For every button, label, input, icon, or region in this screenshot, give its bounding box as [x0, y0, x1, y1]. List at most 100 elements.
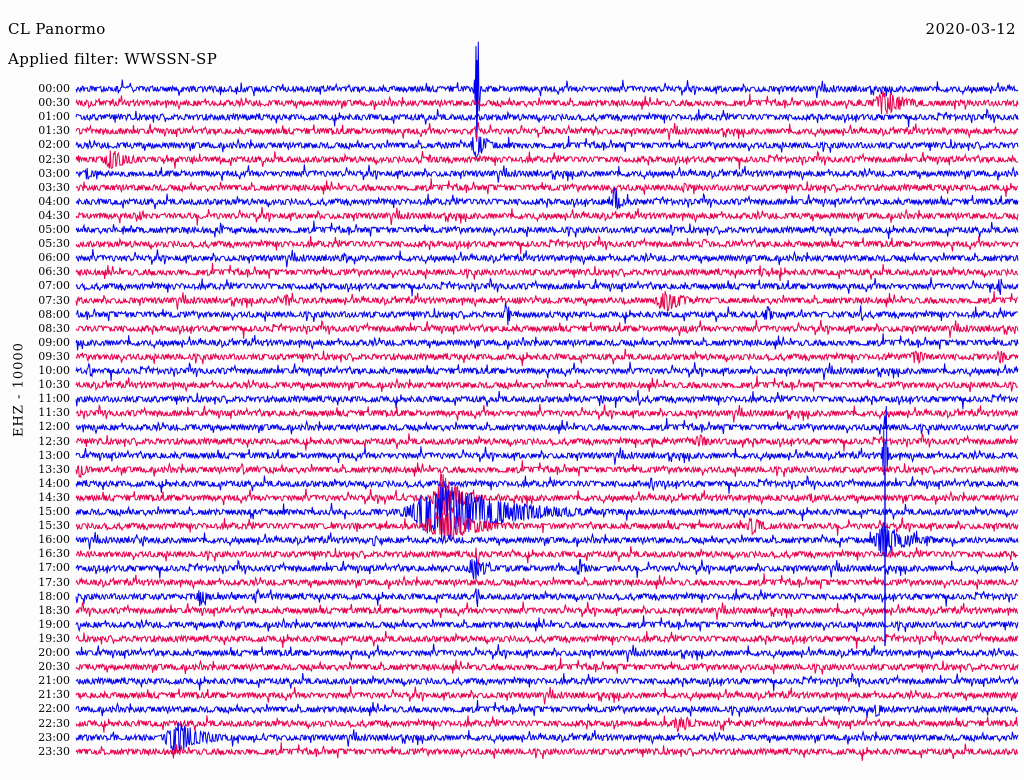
time-tick-17-00: 17:00: [38, 561, 70, 575]
time-tick-17-30: 17:30: [38, 575, 70, 589]
time-tick-14-30: 14:30: [38, 490, 70, 504]
trace-row-08-30: [75, 319, 1019, 339]
trace-row-07-30: [75, 290, 1019, 312]
trace-row-15-00: [75, 486, 1019, 538]
time-tick-19-30: 19:30: [38, 631, 70, 645]
trace-row-17-00: [75, 557, 1019, 581]
trace-row-22-30: [75, 715, 1019, 733]
time-tick-08-00: 08:00: [38, 307, 70, 321]
trace-row-01-30: [75, 122, 1019, 141]
time-tick-21-00: 21:00: [38, 674, 70, 688]
time-tick-09-30: 09:30: [38, 349, 70, 363]
trace-row-04-30: [75, 207, 1019, 226]
time-tick-08-30: 08:30: [38, 321, 70, 335]
trace-row-23-30: [75, 742, 1019, 761]
time-tick-16-30: 16:30: [38, 547, 70, 561]
trace-row-07-00: [75, 277, 1019, 297]
trace-row-00-00: [75, 41, 1019, 142]
time-tick-15-30: 15:30: [38, 519, 70, 533]
trace-row-12-00: [75, 417, 1019, 435]
time-tick-13-00: 13:00: [38, 448, 70, 462]
trace-row-20-00: [75, 643, 1019, 663]
time-tick-03-30: 03:30: [38, 180, 70, 194]
time-tick-04-00: 04:00: [38, 194, 70, 208]
time-tick-19-00: 19:00: [38, 617, 70, 631]
trace-row-09-30: [75, 348, 1019, 367]
trace-row-16-30: [75, 546, 1019, 566]
time-tick-06-30: 06:30: [38, 265, 70, 279]
trace-row-03-30: [75, 178, 1019, 197]
trace-row-06-30: [75, 262, 1019, 282]
time-tick-12-30: 12:30: [38, 434, 70, 448]
time-tick-11-00: 11:00: [38, 392, 70, 406]
applied-filter-label: Applied filter: WWSSN-SP: [8, 50, 218, 68]
time-tick-02-00: 02:00: [38, 138, 70, 152]
trace-row-18-00: [75, 587, 1019, 608]
trace-row-00-30: [75, 91, 1019, 115]
trace-row-19-00: [75, 615, 1019, 633]
time-tick-03-00: 03:00: [38, 166, 70, 180]
trace-row-22-00: [75, 699, 1019, 719]
time-tick-20-00: 20:00: [38, 646, 70, 659]
trace-row-23-00: [75, 721, 1019, 753]
time-tick-07-00: 07:00: [38, 279, 70, 293]
trace-row-19-30: [75, 629, 1019, 649]
time-axis-ticks: 00:00 00:30 01:00 01:30 02:00 02:30 03:00 03:30…: [0, 0, 76, 780]
trace-row-01-00: [75, 107, 1019, 128]
trace-row-04-00: [75, 187, 1019, 211]
time-tick-22-00: 22:00: [38, 702, 70, 716]
time-tick-14-00: 14:00: [38, 476, 70, 490]
trace-row-14-30: [75, 472, 1019, 517]
time-tick-16-00: 16:00: [38, 533, 70, 547]
trace-row-05-00: [75, 220, 1019, 240]
trace-row-10-00: [75, 361, 1019, 382]
time-tick-06-00: 06:00: [38, 251, 70, 265]
time-tick-20-30: 20:30: [38, 660, 70, 674]
trace-row-16-00: [75, 522, 1019, 557]
time-tick-04-30: 04:30: [38, 208, 70, 222]
trace-row-13-30: [75, 460, 1019, 479]
time-tick-22-30: 22:30: [38, 716, 70, 730]
trace-row-05-30: [75, 234, 1019, 255]
time-tick-23-30: 23:30: [38, 744, 70, 758]
time-tick-07-30: 07:30: [38, 293, 70, 307]
trace-row-02-30: [75, 150, 1019, 170]
time-tick-01-30: 01:30: [38, 124, 70, 138]
time-tick-23-00: 23:00: [38, 730, 70, 744]
trace-row-10-30: [75, 375, 1019, 393]
time-tick-00-30: 00:30: [38, 96, 70, 110]
trace-row-03-00: [75, 164, 1019, 183]
time-tick-18-00: 18:00: [38, 589, 70, 603]
trace-row-02-00: [75, 135, 1019, 161]
time-tick-11-30: 11:30: [38, 406, 70, 420]
time-tick-18-30: 18:30: [38, 603, 70, 617]
time-tick-10-00: 10:00: [38, 364, 70, 377]
time-tick-05-00: 05:00: [38, 223, 70, 236]
time-tick-02-30: 02:30: [38, 152, 70, 166]
trace-row-11-00: [75, 389, 1019, 410]
trace-row-09-00: [75, 333, 1019, 351]
page-title: CL Panormo: [8, 20, 106, 38]
time-tick-15-00: 15:00: [38, 505, 70, 518]
time-tick-01-00: 01:00: [38, 110, 70, 124]
trace-row-11-30: [75, 403, 1019, 423]
trace-row-06-00: [75, 248, 1019, 268]
trace-row-12-30: [75, 432, 1019, 452]
trace-row-21-00: [75, 671, 1019, 692]
time-tick-21-30: 21:30: [38, 688, 70, 702]
trace-row-17-30: [75, 573, 1019, 591]
trace-row-14-00: [75, 474, 1019, 494]
trace-row-13-00: [75, 405, 1019, 472]
time-tick-00-00: 00:00: [38, 82, 70, 95]
trace-row-18-30: [75, 601, 1019, 620]
time-tick-13-30: 13:30: [38, 462, 70, 476]
trace-row-08-00: [75, 302, 1019, 326]
time-tick-12-00: 12:00: [38, 420, 70, 434]
trace-row-21-30: [75, 686, 1019, 705]
record-date: 2020-03-12: [925, 20, 1016, 38]
time-tick-10-30: 10:30: [38, 378, 70, 392]
time-tick-09-00: 09:00: [38, 335, 70, 349]
trace-row-20-30: [75, 657, 1019, 675]
